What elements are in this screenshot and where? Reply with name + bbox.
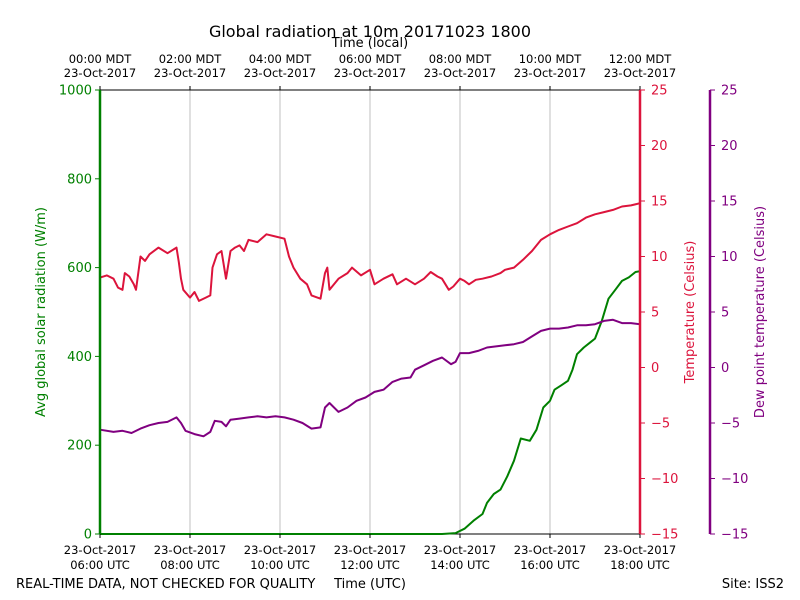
temperature-tick-label: −15 <box>651 528 678 543</box>
temperature-tick-label: −10 <box>651 472 678 487</box>
dewpoint-axis-label: Dew point temperature (Celsius) <box>753 206 768 418</box>
bottom-tick-label-time: 14:00 UTC <box>430 558 490 572</box>
radiation-tick-label: 800 <box>67 172 92 187</box>
top-tick-label-date: 23-Oct-2017 <box>424 66 496 80</box>
bottom-tick-label-time: 18:00 UTC <box>610 558 670 572</box>
radiation-tick-label: 1000 <box>59 84 92 99</box>
temperature-tick-label: 0 <box>651 361 659 376</box>
bottom-tick-label-date: 23-Oct-2017 <box>64 543 136 557</box>
bottom-tick-label-date: 23-Oct-2017 <box>244 543 316 557</box>
top-tick-label-time: 04:00 MDT <box>249 52 313 66</box>
dewpoint-tick-label: 5 <box>721 306 729 321</box>
temperature-tick-label: 20 <box>651 139 668 154</box>
temperature-tick-label: 5 <box>651 306 659 321</box>
top-tick-label-date: 23-Oct-2017 <box>154 66 226 80</box>
bottom-tick-label-time: 12:00 UTC <box>340 558 400 572</box>
top-tick-label-time: 02:00 MDT <box>159 52 223 66</box>
top-tick-label-date: 23-Oct-2017 <box>64 66 136 80</box>
bottom-tick-label-time: 08:00 UTC <box>160 558 220 572</box>
top-tick-label-time: 06:00 MDT <box>339 52 403 66</box>
bottom-axis-title: Time (UTC) <box>333 577 406 592</box>
radiation-series-line <box>100 270 641 535</box>
radiation-tick-label: 200 <box>67 439 92 454</box>
top-tick-label-date: 23-Oct-2017 <box>514 66 586 80</box>
grid-lines <box>189 90 551 534</box>
bottom-tick-label-date: 23-Oct-2017 <box>154 543 226 557</box>
top-axis-title: Time (local) <box>331 36 408 51</box>
bottom-tick-label-date: 23-Oct-2017 <box>424 543 496 557</box>
bottom-tick-label-date: 23-Oct-2017 <box>514 543 586 557</box>
footer-site-label: Site: ISS2 <box>722 577 784 592</box>
series-layer <box>99 202 641 535</box>
footer-quality-note: REAL-TIME DATA, NOT CHECKED FOR QUALITY <box>16 577 315 592</box>
temperature-tick-label: 15 <box>651 195 668 210</box>
temperature-tick-label: 10 <box>651 250 668 265</box>
dewpoint-tick-label: 25 <box>721 84 738 99</box>
bottom-tick-label-time: 16:00 UTC <box>520 558 580 572</box>
temperature-tick-label: 25 <box>651 84 668 99</box>
bottom-tick-label-date: 23-Oct-2017 <box>604 543 676 557</box>
top-tick-label-time: 12:00 MDT <box>609 52 673 66</box>
top-tick-label-time: 00:00 MDT <box>69 52 133 66</box>
top-tick-label-time: 08:00 MDT <box>429 52 493 66</box>
dewpoint-tick-label: −15 <box>721 528 748 543</box>
radiation-tick-label: 400 <box>67 350 92 365</box>
top-tick-label-date: 23-Oct-2017 <box>244 66 316 80</box>
dewpoint-tick-label: 10 <box>721 250 738 265</box>
dewpoint-tick-label: 20 <box>721 139 738 154</box>
bottom-tick-label-time: 06:00 UTC <box>70 558 130 572</box>
radiation-tick-label: 600 <box>67 261 92 276</box>
bottom-tick-label-date: 23-Oct-2017 <box>334 543 406 557</box>
bottom-tick-label-time: 10:00 UTC <box>250 558 310 572</box>
temperature-tick-label: −5 <box>651 417 670 432</box>
radiation-axis-label: Avg global solar radiation (W/m) <box>34 207 49 417</box>
top-tick-label-time: 10:00 MDT <box>519 52 583 66</box>
dewpoint-tick-label: −10 <box>721 472 748 487</box>
top-tick-label-date: 23-Oct-2017 <box>334 66 406 80</box>
dewpoint-tick-label: 0 <box>721 361 729 376</box>
top-tick-label-date: 23-Oct-2017 <box>604 66 676 80</box>
dewpoint-series-line <box>99 318 641 438</box>
dewpoint-tick-label: −5 <box>721 417 740 432</box>
radiation-tick-label: 0 <box>84 528 92 543</box>
dewpoint-tick-label: 15 <box>721 195 738 210</box>
temperature-axis-label: Temperature (Celsius) <box>683 241 698 385</box>
chart-title: Global radiation at 10m 20171023 1800 <box>209 22 531 41</box>
temperature-series-line <box>99 202 641 302</box>
